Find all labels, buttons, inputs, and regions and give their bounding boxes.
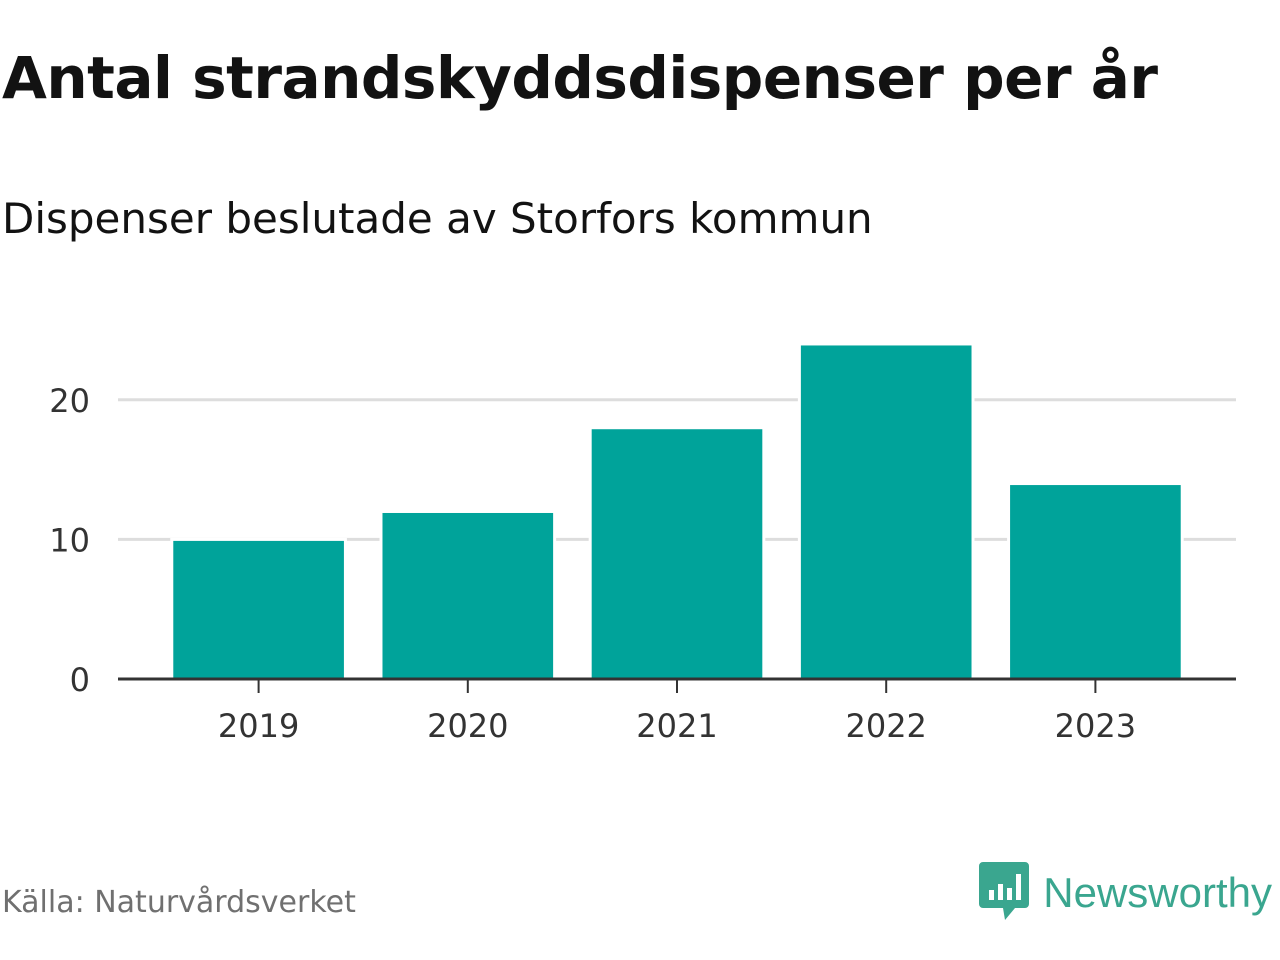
x-axis-labels: 2019 2020 2021 2022 2023 bbox=[218, 707, 1136, 745]
y-tick-label-20: 20 bbox=[49, 382, 90, 420]
bars bbox=[170, 342, 1184, 681]
x-tick-label-2023: 2023 bbox=[1055, 707, 1136, 745]
chart-title: Antal strandskyddsdispenser per år bbox=[2, 44, 1158, 112]
brand-logo[interactable]: Newsworthy bbox=[979, 862, 1272, 924]
newsworthy-logo-icon bbox=[979, 862, 1030, 924]
chart-subtitle: Dispenser beslutade av Storfors kommun bbox=[2, 194, 873, 243]
brand-name: Newsworthy bbox=[1043, 869, 1272, 916]
bar-2023[interactable] bbox=[1007, 482, 1184, 681]
x-tick-label-2019: 2019 bbox=[218, 707, 299, 745]
y-axis-labels: 0 10 20 bbox=[49, 382, 90, 699]
x-tick-label-2021: 2021 bbox=[636, 707, 717, 745]
source-note: Källa: Naturvårdsverket bbox=[2, 885, 356, 920]
x-tick-label-2022: 2022 bbox=[845, 707, 926, 745]
x-axis bbox=[118, 677, 1236, 693]
bar-2021[interactable] bbox=[588, 426, 766, 681]
x-tick-label-2020: 2020 bbox=[427, 707, 508, 745]
y-tick-label-0: 0 bbox=[70, 661, 90, 699]
bar-2022[interactable] bbox=[797, 342, 975, 681]
bar-2019[interactable] bbox=[170, 537, 347, 681]
bar-2020[interactable] bbox=[379, 509, 557, 681]
y-tick-label-10: 10 bbox=[49, 521, 90, 559]
